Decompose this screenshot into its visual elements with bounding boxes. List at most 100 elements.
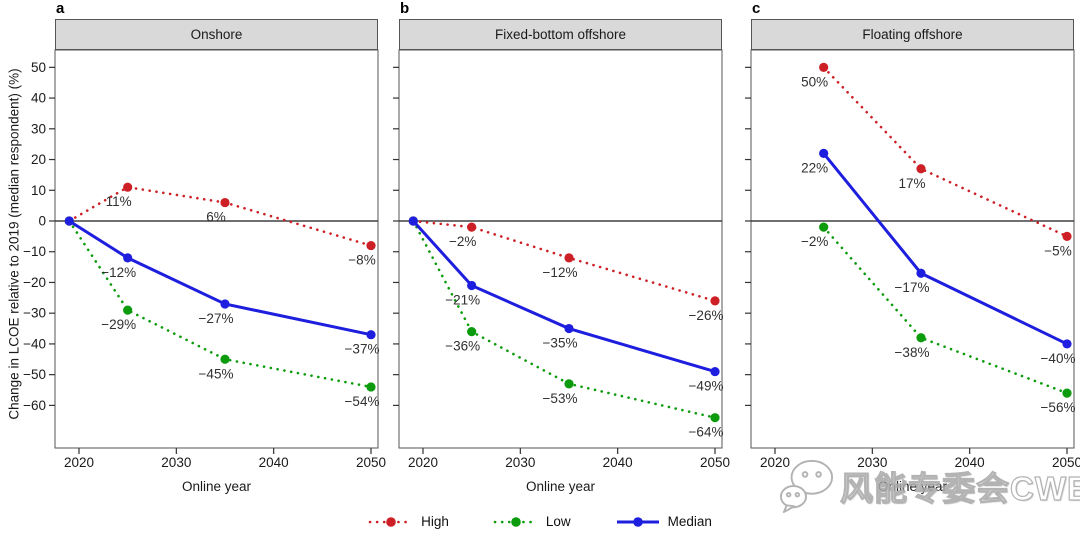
svg-text:−10: −10 [23,244,46,259]
legend-item-median: Median [615,514,712,529]
svg-text:40: 40 [31,91,46,106]
svg-text:−30: −30 [23,306,46,321]
data-point-label: −26% [689,308,724,323]
legend-item-low: Low [493,514,571,529]
data-point-label: 22% [801,160,828,175]
data-point-marker [220,197,230,208]
data-point-label: −8% [348,253,375,268]
series-low: −2% −38% −56% [801,222,1076,415]
legend: High Low Median [0,514,1080,529]
svg-text:2030: 2030 [857,455,887,470]
data-point-marker [408,216,418,226]
data-point-label: 17% [898,176,925,191]
axis-ticks [393,66,716,454]
data-point-marker [123,182,133,192]
svg-text:50: 50 [31,60,46,75]
series-median: −21% −35% −49% [408,216,724,394]
svg-text:0: 0 [38,214,46,229]
data-point-marker [64,216,74,226]
svg-text:2040: 2040 [259,455,289,470]
svg-text:−50: −50 [23,367,46,382]
data-point-label: −12% [101,265,136,280]
data-point-marker [220,354,230,364]
legend-key-dotted-icon [368,516,414,527]
data-point-label: −36% [445,339,480,354]
svg-text:2030: 2030 [505,455,535,470]
data-point-label: −64% [689,425,724,440]
data-point-label: −2% [801,234,828,249]
series-low: −29% −45% −54% [64,216,380,409]
data-point-label: −5% [1044,243,1071,258]
svg-text:2040: 2040 [955,455,985,470]
series-low: −36% −53% −64% [408,216,724,440]
svg-text:20: 20 [31,152,46,167]
panel-a-plot: 50 40 30 20 10 0 −10 −20 −30 −40 −50 −60 2020 2030 204… [23,49,386,494]
data-point-marker [819,148,829,158]
data-point-marker [916,164,926,174]
data-point-label: −38% [895,345,930,360]
data-point-marker [819,222,829,232]
series-median: 22% −17% −40% [801,148,1075,366]
panel-floating-offshore: c Floating offshore 2020 2030 2040 2050 Onli… [745,0,1080,500]
data-point-marker [467,280,477,291]
data-point-marker [710,413,720,423]
axis-tick-labels: 50 40 30 20 10 0 −10 −20 −30 −40 −50 −60 2020 2030 204… [23,60,386,494]
data-point-label: −53% [543,391,578,406]
data-point-label: −45% [199,366,234,381]
series-median: −12% −27% −37% [64,216,379,357]
x-axis-label: Online year [526,479,596,494]
panel-title-strip: Fixed-bottom offshore [399,19,722,50]
data-point-label: −35% [543,336,578,351]
plot-border [54,49,379,449]
legend-label: High [421,514,449,529]
x-axis-label: Online year [878,479,948,494]
svg-text:−40: −40 [23,336,46,351]
svg-text:30: 30 [31,121,46,136]
data-point-label: 6% [206,210,226,225]
data-point-label: −56% [1041,400,1076,415]
data-point-marker [819,62,829,72]
panel-title: Fixed-bottom offshore [494,27,627,42]
svg-text:2040: 2040 [603,455,633,470]
svg-text:2020: 2020 [760,455,790,470]
panel-title-strip: Floating offshore [751,19,1074,50]
data-point-marker [366,240,376,251]
svg-text:2050: 2050 [356,455,386,470]
svg-text:2020: 2020 [408,455,438,470]
plot-border [750,49,1075,449]
data-point-marker [1062,231,1072,241]
data-point-label: −27% [199,311,234,326]
panel-title: Onshore [190,27,243,42]
data-point-marker [710,366,720,377]
panel-letter: a [56,0,65,17]
data-point-marker [123,253,133,263]
data-point-label: −21% [445,293,480,308]
data-point-marker [1062,388,1072,398]
svg-text:−20: −20 [23,275,46,290]
panel-letter: b [400,0,410,17]
panel-title-strip: Onshore [55,19,378,50]
svg-text:2050: 2050 [700,455,730,470]
svg-text:2030: 2030 [161,455,191,470]
legend-key-solid-icon [616,516,659,527]
data-point-marker [564,379,574,389]
data-point-marker [467,327,477,337]
legend-key-dotted-icon [493,516,539,527]
data-point-label: −29% [101,317,136,332]
svg-text:2050: 2050 [1052,455,1080,470]
data-point-label: −54% [345,394,380,409]
panel-title: Floating offshore [862,27,963,42]
data-point-label: −49% [689,379,724,394]
data-point-label: 11% [106,194,132,209]
data-point-marker [467,222,477,232]
data-point-marker [1062,339,1072,349]
legend-label: Low [545,514,571,529]
x-axis-label: Online year [182,479,252,494]
data-point-marker [366,382,376,392]
data-point-marker [564,323,574,334]
data-point-marker [916,333,926,343]
panel-fixed-bottom-offshore: b Fixed-bottom offshore 2020 2030 2040 2050… [393,0,730,500]
